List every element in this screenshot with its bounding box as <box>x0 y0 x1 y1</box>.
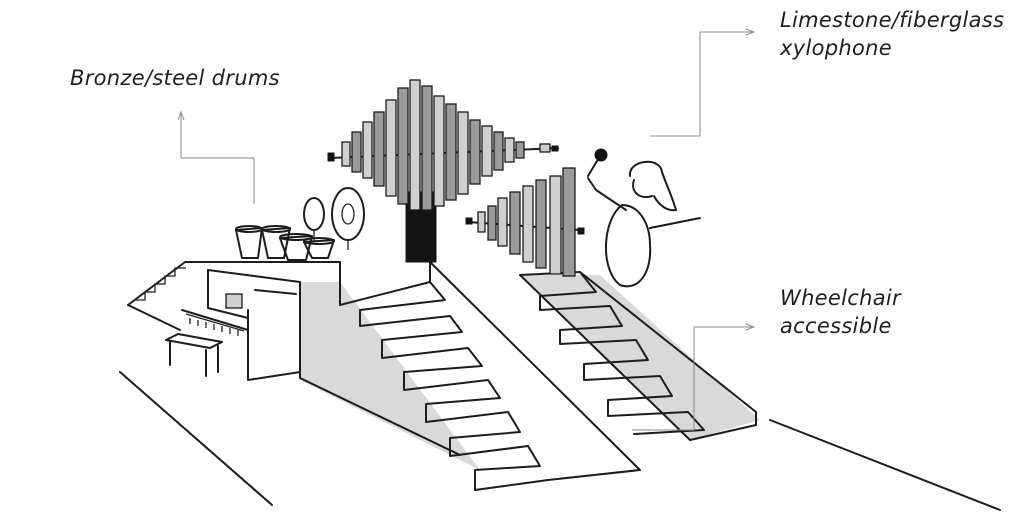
label-drums: Bronze/steel drums <box>70 64 280 92</box>
right-staircase <box>519 271 757 441</box>
label-wheelchair-line1: Wheelchair <box>780 286 901 310</box>
label-xylophone-line2: xylophone <box>780 36 892 60</box>
left-platform <box>127 261 480 470</box>
ground-lines <box>119 371 1001 511</box>
label-xylophone-line1: Limestone/fiberglass <box>780 8 1005 32</box>
piano <box>165 269 301 381</box>
drums <box>235 187 365 261</box>
leader-lines <box>177 28 756 431</box>
person-figure <box>587 148 701 288</box>
main-staircase <box>339 261 760 491</box>
label-drums-text: Bronze/steel drums <box>70 66 280 90</box>
large-xylophone <box>327 79 559 263</box>
small-xylophone <box>465 167 585 277</box>
label-xylophone: Limestone/fiberglass xylophone <box>780 6 1004 62</box>
label-wheelchair-line2: accessible <box>780 314 892 338</box>
label-wheelchair: Wheelchair accessible <box>780 284 901 340</box>
